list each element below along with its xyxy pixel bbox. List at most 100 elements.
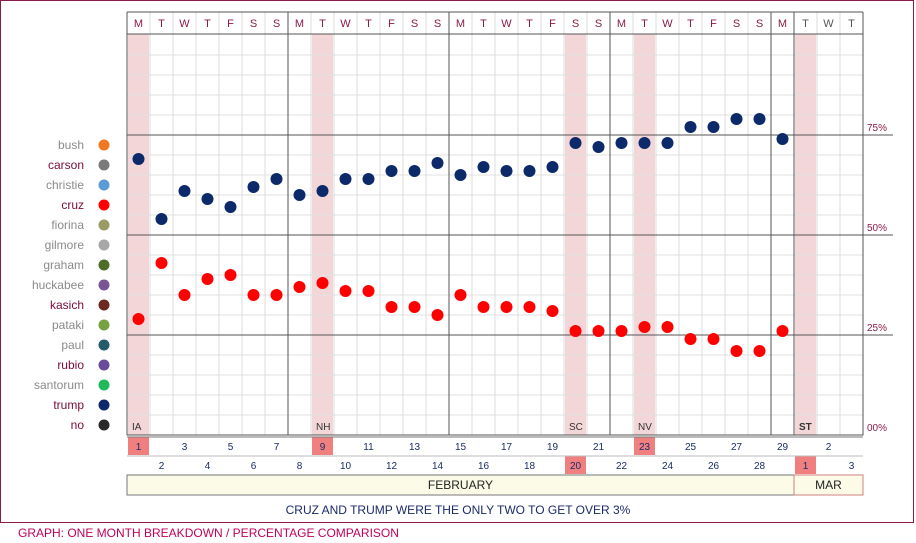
date-label: 1 bbox=[136, 442, 142, 453]
legend-label-kasich: kasich bbox=[50, 298, 84, 312]
legend-dot-graham bbox=[98, 259, 110, 271]
trump-point bbox=[477, 161, 490, 173]
month-label: MAR bbox=[815, 478, 842, 492]
date-label: 23 bbox=[639, 442, 651, 453]
event-label-nh: NH bbox=[316, 422, 330, 433]
day-letter: T bbox=[802, 18, 809, 30]
date-label: 2 bbox=[159, 461, 165, 472]
day-letter: F bbox=[549, 18, 556, 30]
legend-label-huckabee: huckabee bbox=[32, 278, 84, 292]
date-label: 11 bbox=[363, 442, 374, 453]
date-label: 8 bbox=[297, 461, 303, 472]
trump-point bbox=[523, 165, 536, 177]
trump-point bbox=[684, 121, 697, 133]
event-label-sc: SC bbox=[569, 422, 583, 433]
day-letter: S bbox=[273, 18, 280, 30]
day-letter: T bbox=[526, 18, 533, 30]
legend-dot-gilmore bbox=[98, 239, 110, 251]
trump-point bbox=[316, 185, 329, 197]
cruz-point bbox=[339, 285, 352, 297]
date-label: 14 bbox=[432, 461, 444, 472]
trump-point bbox=[339, 173, 352, 185]
legend-label-gilmore: gilmore bbox=[45, 238, 85, 252]
day-letter: S bbox=[411, 18, 418, 30]
day-letter: T bbox=[365, 18, 372, 30]
cruz-point bbox=[270, 289, 283, 301]
chart-caption: CRUZ AND TRUMP WERE THE ONLY TWO TO GET … bbox=[285, 503, 631, 517]
event-label-nv: NV bbox=[638, 422, 652, 433]
cruz-point bbox=[569, 325, 582, 337]
trump-point bbox=[408, 165, 421, 177]
event-date-highlight bbox=[128, 437, 149, 455]
trump-point bbox=[178, 185, 191, 197]
cruz-point bbox=[362, 285, 375, 297]
date-label: 24 bbox=[662, 461, 674, 472]
plot-border bbox=[126, 33, 864, 436]
cruz-point bbox=[385, 301, 398, 313]
day-letter: T bbox=[480, 18, 487, 30]
trump-point bbox=[592, 141, 605, 153]
legend-dot-fiorina bbox=[98, 219, 110, 231]
trump-point bbox=[615, 137, 628, 149]
date-label: 9 bbox=[320, 442, 326, 453]
event-date-highlight bbox=[565, 456, 586, 474]
date-label: 13 bbox=[409, 442, 421, 453]
date-label: 25 bbox=[685, 442, 697, 453]
event-date-highlight bbox=[795, 456, 816, 474]
date-label: 4 bbox=[205, 461, 211, 472]
legend-label-no: no bbox=[71, 418, 85, 432]
day-letter: T bbox=[848, 18, 855, 30]
month-cell bbox=[793, 474, 864, 496]
date-label: 28 bbox=[754, 461, 766, 472]
legend-label-carson: carson bbox=[48, 158, 84, 172]
cruz-point bbox=[707, 333, 720, 345]
day-letter: W bbox=[662, 18, 673, 30]
trump-point bbox=[569, 137, 582, 149]
day-letter: S bbox=[250, 18, 257, 30]
date-label: 2 bbox=[826, 442, 832, 453]
cruz-point bbox=[500, 301, 513, 313]
y-tick-label: 25% bbox=[867, 323, 887, 334]
legend-label-santorum: santorum bbox=[34, 378, 84, 392]
date-label: 26 bbox=[708, 461, 720, 472]
date-label: 29 bbox=[777, 442, 789, 453]
month-label: FEBRUARY bbox=[428, 478, 493, 492]
cruz-point bbox=[546, 305, 559, 317]
cruz-point bbox=[408, 301, 421, 313]
legend-dot-christie bbox=[98, 179, 110, 191]
legend-dot-santorum bbox=[98, 379, 110, 391]
cruz-point bbox=[431, 309, 444, 321]
cruz-point bbox=[316, 277, 329, 289]
day-letter: M bbox=[134, 18, 143, 30]
date-label: 3 bbox=[849, 461, 855, 472]
trump-point bbox=[546, 161, 559, 173]
legend-dot-rubio bbox=[98, 359, 110, 371]
legend-dot-no bbox=[98, 419, 110, 431]
trump-point bbox=[776, 133, 789, 145]
trump-point bbox=[730, 113, 743, 125]
trump-point bbox=[155, 213, 168, 225]
day-letter: S bbox=[434, 18, 441, 30]
cruz-point bbox=[615, 325, 628, 337]
day-letter: M bbox=[456, 18, 465, 30]
date-label: 15 bbox=[455, 442, 467, 453]
cruz-point bbox=[201, 273, 214, 285]
cruz-point bbox=[293, 281, 306, 293]
legend-label-paul: paul bbox=[61, 338, 84, 352]
legend-dot-trump bbox=[98, 399, 110, 411]
day-letter: T bbox=[319, 18, 326, 30]
y-tick-label: 00% bbox=[867, 423, 887, 434]
day-letter: T bbox=[158, 18, 165, 30]
trump-point bbox=[661, 137, 674, 149]
date-label: 7 bbox=[274, 442, 280, 453]
date-label: 19 bbox=[547, 442, 559, 453]
trump-point bbox=[247, 181, 260, 193]
cruz-point bbox=[592, 325, 605, 337]
trump-point bbox=[638, 137, 651, 149]
legend-dot-cruz bbox=[98, 199, 110, 211]
date-label: 16 bbox=[478, 461, 490, 472]
day-letter: M bbox=[295, 18, 304, 30]
date-label: 1 bbox=[803, 461, 809, 472]
date-label: 20 bbox=[570, 461, 582, 472]
